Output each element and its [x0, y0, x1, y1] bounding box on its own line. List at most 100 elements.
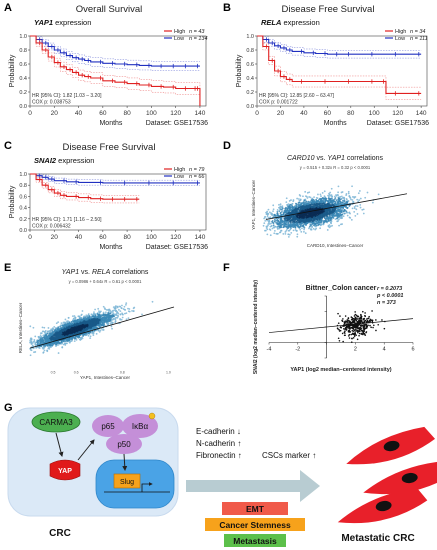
y-tick-label: 1.0: [19, 34, 27, 40]
scatter-point: [288, 216, 291, 219]
scatter-point: [353, 210, 356, 213]
scatter-point: [358, 199, 361, 201]
scatter-point: [283, 211, 285, 214]
legend-n: n = 66: [189, 174, 205, 180]
scatter-point: [328, 219, 331, 222]
scatter-point: [281, 207, 284, 210]
scatter-point: [81, 310, 84, 312]
x-tick-label: 120: [392, 110, 403, 117]
ci-lower-line: [30, 35, 201, 106]
scatter-point: [272, 226, 275, 228]
scatter-point: [306, 197, 309, 199]
scatter-point: [274, 225, 277, 228]
chart-subtitle: RELA expression: [261, 18, 320, 27]
scatter-point: [361, 208, 364, 211]
scatter-point: [315, 200, 317, 203]
scatter-point: [308, 217, 311, 220]
scatter-point: [119, 318, 121, 320]
scatter-point: [33, 340, 36, 343]
scatter-point: [121, 304, 123, 307]
scatter-point: [290, 211, 293, 214]
scatter-point: [335, 215, 338, 217]
scatter-point: [279, 205, 282, 208]
x-tick-label: 60: [99, 234, 107, 241]
scatter-point: [59, 327, 62, 330]
scatter-point: [285, 229, 288, 232]
scatter-point: [328, 203, 331, 206]
scatter-point: [115, 312, 118, 314]
scatter-point: [330, 201, 333, 203]
subtitle-gene: RELA: [261, 18, 281, 27]
scatter-point: [265, 227, 268, 229]
scatter-point: [299, 220, 302, 223]
ci-lower-line: [257, 35, 422, 59]
scatter-point: [344, 209, 346, 212]
scatter-point: [307, 209, 310, 212]
x-tick-label: 0: [255, 110, 259, 117]
scatter-point: [57, 352, 60, 354]
scatter-point: [299, 201, 301, 204]
scatter-point: [86, 333, 89, 336]
scatter-point: [299, 228, 302, 231]
scatter-point: [319, 202, 321, 205]
scatter-point: [107, 322, 110, 324]
scatter-point: [329, 225, 332, 228]
scatter-point: [279, 207, 282, 210]
scatter-point: [300, 230, 303, 233]
scatter-point: [271, 212, 273, 215]
scatter-point: [266, 210, 269, 213]
x-tick-label: 140: [195, 110, 206, 117]
scatter-point: [347, 192, 350, 195]
regression-line: [265, 193, 408, 220]
scatter-point: [289, 206, 292, 209]
scatter-point: [71, 315, 74, 318]
scatter-point: [34, 335, 37, 338]
scatter-point: [315, 203, 318, 205]
scatter-point: [279, 218, 282, 221]
scatter-point: [344, 212, 347, 215]
y-tick-label: 0.2: [246, 90, 254, 96]
y-tick-label: 0.4: [19, 76, 27, 82]
scatter-point: [280, 229, 282, 232]
scatter-point: [310, 203, 313, 206]
scatter-point: [317, 215, 319, 218]
scatter-point: [323, 197, 325, 200]
scatter-point: [319, 193, 322, 196]
scatter-point: [352, 200, 355, 203]
scatter-point: [328, 199, 330, 202]
y-tick-label: 1.0: [246, 34, 254, 40]
scatter-title: YAP1 vs. RELA correlations: [62, 269, 149, 276]
scatter-point: [377, 193, 380, 196]
y-tick-label: 0.4: [19, 206, 27, 212]
scatter-point: [311, 220, 314, 223]
scatter-point: [102, 311, 105, 314]
scatter-point: [266, 233, 269, 236]
scatter-point: [335, 212, 338, 215]
scatter-point: [120, 307, 123, 310]
scatter-point: [281, 214, 284, 216]
scatter-point: [282, 233, 285, 235]
scatter-point: [354, 215, 357, 217]
scatter-point: [288, 210, 291, 213]
scatter-point: [279, 226, 282, 229]
scatter-point: [333, 208, 335, 211]
legend-label: High: [174, 167, 185, 173]
scatter-point: [304, 214, 307, 217]
scatter-point: [94, 308, 97, 311]
scatter-point: [346, 214, 349, 217]
scatter-point: [267, 208, 270, 211]
scatter-point: [46, 330, 49, 333]
scatter-point: [267, 223, 270, 225]
scatter-point: [281, 205, 284, 207]
scatter-point: [289, 213, 291, 215]
scatter-point: [349, 197, 352, 199]
scatter-point: [117, 308, 120, 311]
ci-lower-line: [30, 173, 140, 204]
x-axis-label: CARD10, Intestines–Cancer: [307, 243, 364, 248]
scatter-point: [332, 199, 335, 201]
scatter-point: [341, 213, 344, 216]
scatter-point: [94, 324, 97, 327]
y-tick-label: 0.8: [19, 48, 27, 54]
